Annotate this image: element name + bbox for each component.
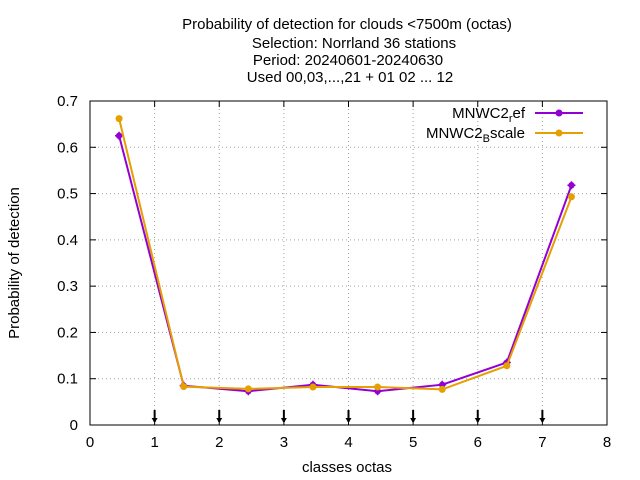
legend-swatch-marker xyxy=(555,129,563,137)
y-tick-label: 0.5 xyxy=(57,186,78,203)
x-tick-label: 4 xyxy=(344,434,352,451)
x-tick-label: 8 xyxy=(603,434,611,451)
x-tick-label: 2 xyxy=(215,434,223,451)
class-boundary-markers xyxy=(151,410,546,423)
y-tick-label: 0.4 xyxy=(57,232,78,249)
y-tick-label: 0 xyxy=(70,417,78,434)
plot-frame xyxy=(89,100,608,426)
legend-swatch-marker xyxy=(555,109,563,117)
data-point xyxy=(567,193,575,201)
class-marker-head xyxy=(216,418,223,423)
data-point xyxy=(115,115,123,123)
class-marker-head xyxy=(151,418,158,423)
legend-label: MNWC2ref xyxy=(452,105,526,125)
grid xyxy=(90,101,607,425)
data-point xyxy=(503,362,511,370)
class-marker-head xyxy=(474,418,481,423)
title-line-1: Probability of detection for clouds <750… xyxy=(182,16,512,33)
data-point xyxy=(244,385,252,393)
x-tick-label: 6 xyxy=(474,434,482,451)
chart-title: Probability of detection for clouds <750… xyxy=(182,16,512,86)
series-line xyxy=(118,135,573,393)
data-point xyxy=(374,383,382,391)
data-point xyxy=(180,383,188,391)
data-point xyxy=(438,385,446,393)
class-marker-head xyxy=(410,418,417,423)
y-tick-label: 0.3 xyxy=(57,278,78,295)
data-series xyxy=(115,115,576,396)
data-point-cross xyxy=(567,181,576,190)
series-MNWC2Bscale xyxy=(115,115,575,393)
x-tick-label: 1 xyxy=(150,434,158,451)
y-axis-label: Probability of detection xyxy=(6,187,23,339)
series-line xyxy=(118,118,573,391)
class-marker-head xyxy=(539,418,546,423)
title-line-3: Period: 20240601-20240630 xyxy=(253,52,443,69)
series-MNWC2ref xyxy=(115,131,576,396)
data-point-cross xyxy=(115,131,124,140)
x-axis-label: classes octas xyxy=(302,459,392,476)
title-line-2: Selection: Norrland 36 stations xyxy=(252,35,456,52)
x-tick-label: 5 xyxy=(409,434,417,451)
y-tick-label: 0.7 xyxy=(57,93,78,110)
x-tick-label: 0 xyxy=(86,434,94,451)
y-tick-label: 0.2 xyxy=(57,324,78,341)
y-axis-ticks: 0 0.1 0.2 0.3 0.4 0.5 0.6 0.7 xyxy=(57,93,607,434)
y-tick-label: 0.6 xyxy=(57,139,78,156)
class-marker-head xyxy=(345,418,352,423)
legend-label: MNWC2Bscale xyxy=(426,125,525,145)
data-point xyxy=(309,383,317,391)
title-line-4: Used 00,03,...,21 + 01 02 ... 12 xyxy=(247,69,453,86)
class-marker-head xyxy=(280,418,287,423)
x-tick-label: 3 xyxy=(280,434,288,451)
x-tick-label: 7 xyxy=(538,434,546,451)
y-tick-label: 0.1 xyxy=(57,371,78,388)
